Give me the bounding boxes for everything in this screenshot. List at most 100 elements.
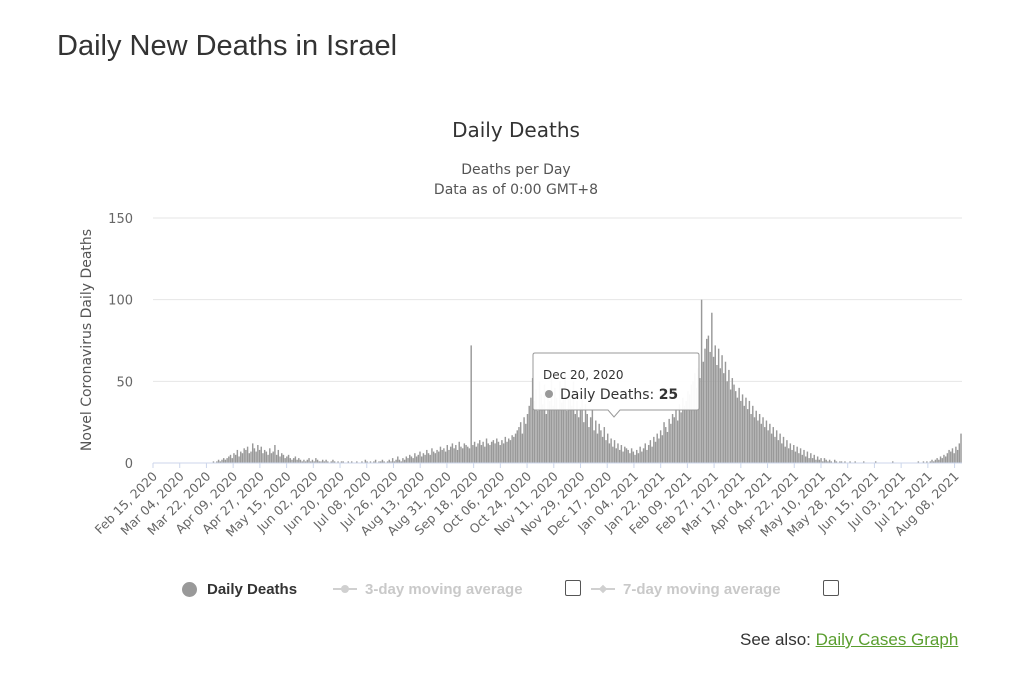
bar[interactable] [426, 449, 428, 463]
bar[interactable] [294, 456, 297, 463]
bar[interactable] [624, 446, 626, 463]
bar[interactable] [557, 409, 559, 463]
bar[interactable] [369, 461, 372, 463]
bar[interactable] [950, 451, 952, 463]
bar[interactable] [217, 459, 220, 463]
bar[interactable] [543, 384, 546, 463]
bar[interactable] [678, 404, 681, 463]
bar[interactable] [741, 394, 744, 463]
bar[interactable] [525, 423, 527, 463]
bar[interactable] [874, 461, 877, 463]
bar[interactable] [531, 378, 534, 463]
bar[interactable] [762, 417, 764, 463]
bar[interactable] [393, 461, 396, 463]
bar[interactable] [560, 402, 563, 463]
bar[interactable] [665, 427, 667, 463]
bar[interactable] [432, 451, 435, 463]
bar[interactable] [960, 433, 962, 463]
bar[interactable] [717, 348, 720, 463]
bar[interactable] [934, 459, 937, 463]
bar[interactable] [414, 453, 416, 463]
bar[interactable] [892, 461, 894, 463]
bar[interactable] [702, 361, 705, 463]
bar[interactable] [356, 461, 358, 463]
bar[interactable] [431, 448, 433, 463]
bar[interactable] [537, 410, 539, 463]
bar[interactable] [572, 381, 575, 463]
bar[interactable] [748, 400, 751, 463]
bar[interactable] [589, 417, 592, 463]
bar[interactable] [670, 423, 672, 463]
bar[interactable] [567, 397, 570, 463]
bar[interactable] [330, 461, 332, 463]
bar[interactable] [844, 461, 846, 463]
bar[interactable] [806, 451, 809, 463]
bar[interactable] [799, 448, 802, 463]
bar[interactable] [716, 365, 718, 463]
bar[interactable] [779, 433, 781, 463]
bar[interactable] [659, 430, 662, 463]
bar[interactable] [243, 448, 245, 463]
bar[interactable] [291, 459, 293, 463]
bar[interactable] [533, 400, 536, 463]
bar[interactable] [746, 409, 749, 463]
bar[interactable] [234, 454, 237, 463]
bar[interactable] [523, 417, 525, 463]
bar[interactable] [936, 458, 938, 463]
bar[interactable] [296, 459, 298, 463]
bar[interactable] [752, 405, 754, 463]
daily-cases-graph-link[interactable]: Daily Cases Graph [815, 630, 959, 649]
bar[interactable] [248, 453, 251, 463]
bar[interactable] [467, 446, 469, 463]
bar[interactable] [731, 378, 734, 463]
bar[interactable] [939, 456, 942, 463]
bar[interactable] [427, 453, 430, 463]
bar[interactable] [683, 405, 686, 463]
bar[interactable] [772, 427, 774, 463]
bar[interactable] [803, 449, 805, 463]
bar[interactable] [407, 458, 409, 463]
bar[interactable] [956, 449, 959, 463]
bar[interactable] [750, 414, 752, 463]
bar[interactable] [403, 459, 406, 463]
bar[interactable] [784, 446, 786, 463]
bar[interactable] [253, 448, 256, 463]
legend-item-daily-deaths[interactable]: Daily Deaths [182, 577, 297, 601]
bar[interactable] [429, 454, 431, 463]
bar[interactable] [729, 389, 732, 464]
bar[interactable] [642, 448, 645, 463]
bar[interactable] [603, 427, 606, 463]
bar[interactable] [410, 456, 413, 463]
bar[interactable] [405, 456, 408, 463]
bar[interactable] [613, 440, 616, 463]
bar[interactable] [917, 461, 920, 463]
bar[interactable] [699, 378, 701, 463]
bar[interactable] [222, 458, 225, 463]
bar[interactable] [282, 454, 285, 463]
bar[interactable] [262, 453, 264, 463]
bar[interactable] [513, 436, 515, 463]
bar[interactable] [391, 458, 394, 463]
bar[interactable] [584, 404, 587, 463]
bar[interactable] [615, 448, 617, 463]
bar[interactable] [777, 440, 780, 463]
bar[interactable] [337, 461, 339, 463]
bar[interactable] [333, 461, 336, 463]
bar[interactable] [298, 458, 300, 463]
bar[interactable] [721, 355, 723, 463]
bar[interactable] [571, 405, 573, 463]
bar[interactable] [704, 348, 706, 463]
bar[interactable] [550, 378, 553, 463]
bar[interactable] [528, 405, 530, 463]
bar[interactable] [577, 417, 580, 463]
bar[interactable] [315, 458, 317, 463]
bar[interactable] [518, 427, 520, 463]
bar[interactable] [373, 461, 375, 463]
bar[interactable] [818, 459, 821, 463]
bar[interactable] [415, 456, 418, 463]
bar[interactable] [444, 451, 447, 463]
bar[interactable] [625, 448, 628, 463]
bar[interactable] [378, 461, 380, 463]
bar[interactable] [854, 461, 856, 463]
legend-item-7day[interactable]: 7-day moving average [591, 577, 781, 601]
